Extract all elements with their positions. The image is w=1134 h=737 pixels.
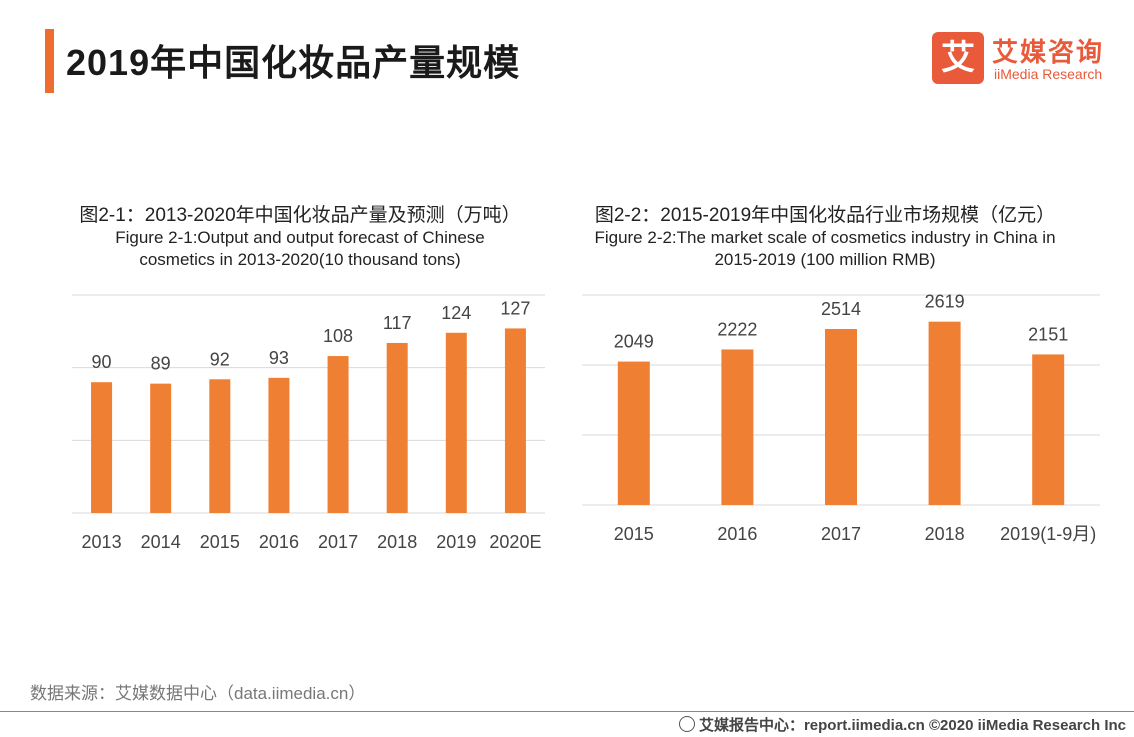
- logo-text-en: iiMedia Research: [994, 66, 1103, 82]
- chart1-tick-label: 2020E: [489, 532, 541, 552]
- chart2-title-en-line2: 2015-2019 (100 million RMB): [714, 250, 936, 269]
- chart1-bar: [209, 379, 231, 513]
- chart1-title: 图2-1：2013-2020年中国化妆品产量及预测（万吨） Figure 2-1…: [50, 200, 550, 271]
- chart1-tick-label: 2017: [318, 532, 358, 552]
- chart1-tick-label: 2019: [436, 532, 476, 552]
- chart1-title-cn: 图2-1：2013-2020年中国化妆品产量及预测（万吨）: [79, 205, 521, 226]
- chart1-bar: [91, 382, 113, 513]
- chart2-tick-label: 2017: [821, 524, 861, 544]
- chart2-tick-label: 2015: [614, 524, 654, 544]
- footer-divider: [0, 711, 1134, 712]
- chart1-title-en-line2: cosmetics in 2013-2020(10 thousand tons): [139, 250, 461, 269]
- chart2-tick-label: 2016: [717, 524, 757, 544]
- chart2-bar: [825, 329, 857, 505]
- chart1-bar: [150, 383, 172, 513]
- chart1-tick-label: 2013: [82, 532, 122, 552]
- chart2-data-label: 2619: [925, 292, 965, 312]
- chart2-data-label: 2514: [821, 299, 861, 319]
- chart2-bar: [1032, 354, 1065, 505]
- chart2-bar: [928, 321, 961, 505]
- chart1-bar: [327, 356, 349, 513]
- page-title: 2019年中国化妆品产量规模: [66, 42, 521, 83]
- chart1-tick-label: 2015: [200, 532, 240, 552]
- chart1-data-label: 90: [92, 352, 112, 372]
- chart2-bar: [721, 349, 754, 505]
- chart1-data-label: 108: [323, 326, 353, 346]
- chart1-tick-label: 2014: [141, 532, 181, 552]
- chart2-data-label: 2049: [614, 332, 654, 352]
- chart1-bar: [386, 342, 408, 513]
- chart2-title: 图2-2：2015-2019年中国化妆品行业市场规模（亿元） Figure 2-…: [560, 200, 1090, 271]
- footer-credit: 艾媒报告中心：report.iimedia.cn ©2020 iiMedia R…: [678, 714, 1126, 735]
- chart2-tick-label: 2018: [925, 524, 965, 544]
- chart2-title-cn: 图2-2：2015-2019年中国化妆品行业市场规模（亿元）: [594, 205, 1056, 226]
- chart2-data-label: 2151: [1028, 324, 1068, 344]
- chart1-tick-label: 2016: [259, 532, 299, 552]
- title-accent-bar: [45, 29, 54, 93]
- chart2-bar: [617, 361, 650, 505]
- chart1-data-label: 89: [151, 354, 171, 374]
- logo-text-cn: 艾媒咨询: [992, 37, 1105, 67]
- logo-mark-icon: 艾: [932, 32, 984, 84]
- chart1-data-label: 93: [269, 348, 289, 368]
- chart2-data-label: 2222: [717, 319, 757, 339]
- globe-icon: [678, 716, 695, 732]
- chart2-title-en-line1: Figure 2-2:The market scale of cosmetics…: [594, 228, 1056, 247]
- chart1-data-label: 117: [383, 313, 412, 333]
- data-source-note: 数据来源：艾媒数据中心（data.iimedia.cn）: [30, 684, 366, 703]
- chart1-bar: [268, 377, 290, 513]
- chart1-data-label: 127: [500, 298, 530, 318]
- chart1-bar: [504, 328, 526, 513]
- chart1-data-label: 124: [441, 303, 471, 323]
- brand-logo: 艾 艾媒咨询 iiMedia Research: [932, 32, 1122, 88]
- chart1-bar: [445, 332, 467, 513]
- chart1-title-en-line1: Figure 2-1:Output and output forecast of…: [115, 228, 485, 247]
- footer-text: 艾媒报告中心：report.iimedia.cn ©2020 iiMedia R…: [698, 717, 1126, 734]
- chart1-data-label: 92: [210, 349, 230, 369]
- chart2-tick-label: 2019(1-9月): [1000, 524, 1096, 544]
- chart1-tick-label: 2018: [377, 532, 417, 552]
